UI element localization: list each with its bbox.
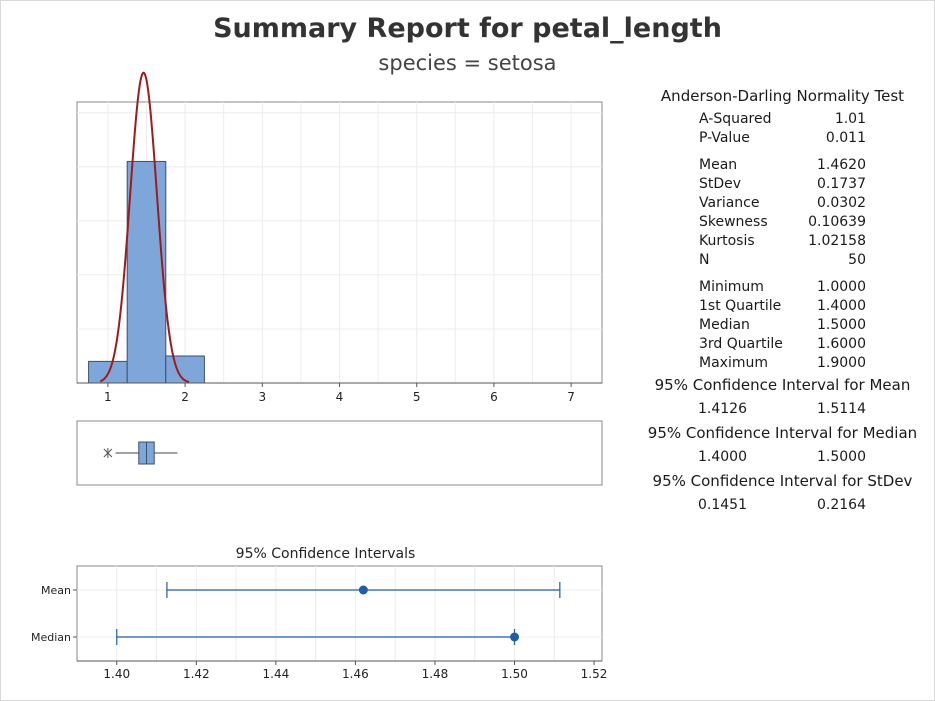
stat-row-maximum: Maximum 1.9000 bbox=[699, 355, 866, 371]
stat-row-skewness: Skewness 0.10639 bbox=[699, 214, 866, 230]
ci-point-estimate bbox=[510, 632, 519, 642]
ci-median-header: 95% Confidence Interval for Median bbox=[647, 424, 918, 442]
boxplot bbox=[76, 420, 603, 486]
page-subtitle: species = setosa bbox=[378, 51, 557, 75]
stat-row-a-squared: A-Squared 1.01 bbox=[699, 111, 866, 127]
histogram-bar bbox=[126, 160, 167, 384]
stat-row-kurtosis: Kurtosis 1.02158 bbox=[699, 233, 866, 249]
ci-mean-header: 95% Confidence Interval for Mean bbox=[654, 376, 911, 394]
ci-median-values: 1.4000 1.5000 bbox=[698, 449, 866, 465]
histogram-x-tick-label: 3 bbox=[258, 390, 266, 404]
ci-category-label: Mean bbox=[41, 584, 71, 597]
normality-test-header: Anderson-Darling Normality Test bbox=[660, 87, 905, 105]
ci-chart-title: 95% Confidence Intervals bbox=[236, 546, 416, 562]
stat-row-median: Median 1.5000 bbox=[699, 317, 866, 333]
stat-row-n: N 50 bbox=[699, 252, 866, 268]
histogram-x-tick-label: 5 bbox=[413, 390, 421, 404]
stat-row-p-value: P-Value 0.011 bbox=[699, 130, 866, 146]
ci-x-tick-label: 1.48 bbox=[422, 667, 449, 681]
stat-row-q1: 1st Quartile 1.4000 bbox=[699, 298, 866, 314]
ci-chart-frame bbox=[76, 565, 603, 662]
ci-mean-values: 1.4126 1.5114 bbox=[698, 401, 866, 417]
histogram-x-tick-label: 4 bbox=[336, 390, 344, 404]
normal-fit-curve bbox=[99, 71, 190, 383]
ci-point-estimate bbox=[358, 585, 368, 595]
ci-stdev-header: 95% Confidence Interval for StDev bbox=[652, 472, 913, 490]
stat-row-mean: Mean 1.4620 bbox=[699, 157, 866, 173]
stat-row-minimum: Minimum 1.0000 bbox=[699, 279, 866, 295]
ci-x-tick-label: 1.42 bbox=[183, 667, 210, 681]
ci-x-tick-label: 1.52 bbox=[581, 667, 608, 681]
page-title: Summary Report for petal_length bbox=[213, 13, 722, 44]
histogram-x-tick-label: 1 bbox=[104, 390, 112, 404]
histogram-x-tick-label: 2 bbox=[181, 390, 189, 404]
summary-statistics: Anderson-Darling Normality Test A-Square… bbox=[640, 86, 925, 517]
histogram-bar bbox=[165, 355, 205, 384]
histogram-x-tick-label: 6 bbox=[490, 390, 498, 404]
histogram: 1 2 3 4 5 6 7 bbox=[76, 71, 603, 404]
stat-row-stdev: StDev 0.1737 bbox=[699, 176, 866, 192]
histogram-x-tick-label: 7 bbox=[567, 390, 575, 404]
ci-x-tick-label: 1.50 bbox=[501, 667, 528, 681]
ci-x-tick-label: 1.40 bbox=[103, 667, 130, 681]
ci-stdev-values: 0.1451 0.2164 bbox=[698, 497, 866, 513]
ci-category-label: Median bbox=[31, 631, 71, 644]
confidence-interval-chart: 95% Confidence Intervals Mean Median 1.40 1.… bbox=[31, 546, 607, 681]
stat-row-variance: Variance 0.0302 bbox=[699, 195, 866, 211]
stat-row-q3: 3rd Quartile 1.6000 bbox=[699, 336, 866, 352]
ci-x-tick-label: 1.46 bbox=[342, 667, 369, 681]
ci-x-tick-label: 1.44 bbox=[263, 667, 290, 681]
